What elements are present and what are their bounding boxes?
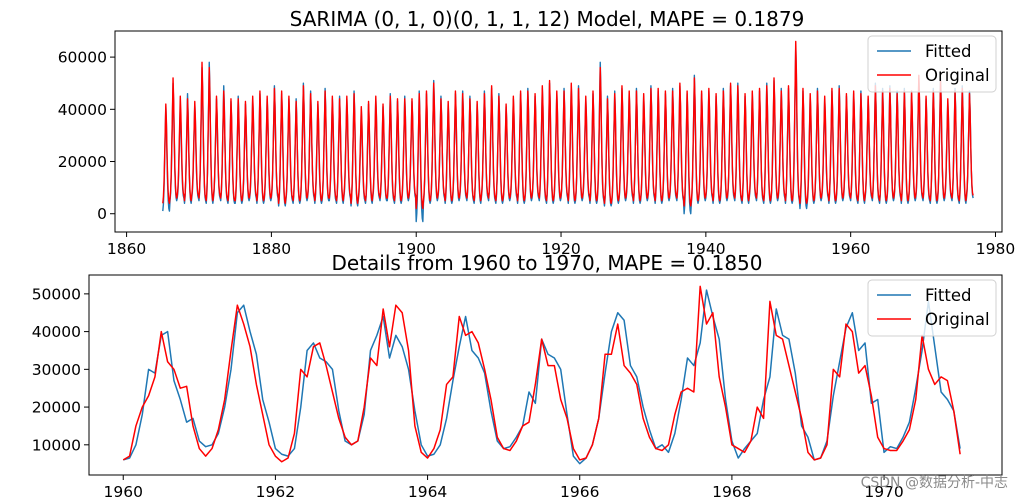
legend-original-label: Original	[925, 310, 990, 329]
y-tick-label: 0	[97, 205, 107, 223]
bottom-plot-title: Details from 1960 to 1970, MAPE = 0.1850	[332, 251, 763, 275]
x-tick-label: 1970	[864, 483, 903, 501]
bottom-plot: Details from 1960 to 1970, MAPE = 0.1850…	[32, 251, 1003, 501]
y-tick-label: 40000	[32, 323, 81, 341]
y-tick-label: 20000	[58, 153, 107, 171]
y-tick-label: 10000	[32, 436, 81, 454]
top-plot-x-ticks: 1860 1880 1900 1920 1940 1960 1980	[107, 232, 1015, 258]
y-tick-label: 60000	[58, 49, 107, 67]
y-tick-label: 20000	[32, 399, 81, 417]
x-tick-label: 1860	[107, 240, 146, 258]
x-tick-label: 1968	[712, 483, 751, 501]
bottom-plot-x-ticks: 1960 1962 1964 1966 1968 1970	[104, 475, 904, 501]
x-tick-label: 1960	[104, 483, 143, 501]
top-plot-series	[162, 40, 974, 223]
top-plot-legend: Fitted Original	[867, 35, 997, 93]
legend-box	[867, 279, 997, 337]
series-line-original	[122, 285, 961, 463]
y-tick-label: 50000	[32, 285, 81, 303]
y-tick-label: 40000	[58, 101, 107, 119]
bottom-plot-y-ticks: 10000 20000 30000 40000 50000	[32, 285, 89, 454]
x-tick-label: 1880	[252, 240, 291, 258]
x-tick-label: 1980	[976, 240, 1015, 258]
x-tick-label: 1960	[831, 240, 870, 258]
x-tick-label: 1900	[396, 240, 435, 258]
bottom-plot-series	[122, 285, 961, 465]
x-tick-label: 1964	[408, 483, 447, 501]
y-tick-label: 30000	[32, 361, 81, 379]
x-tick-label: 1940	[686, 240, 725, 258]
legend-fitted-label: Fitted	[925, 286, 971, 305]
x-tick-label: 1920	[541, 240, 580, 258]
x-tick-label: 1966	[560, 483, 599, 501]
bottom-plot-frame	[88, 274, 1003, 476]
bottom-plot-legend: Fitted Original	[867, 279, 997, 337]
legend-fitted-label: Fitted	[925, 42, 971, 61]
top-plot-frame	[114, 30, 1003, 233]
series-line-original	[162, 40, 974, 210]
top-plot-y-ticks: 0 20000 40000 60000	[58, 49, 115, 223]
x-tick-label: 1962	[256, 483, 295, 501]
watermark: CSDN @数据分析-中志	[861, 475, 1008, 491]
legend-original-label: Original	[925, 66, 990, 85]
series-line-fitted	[123, 289, 961, 465]
top-plot-title: SARIMA (0, 1, 0)(0, 1, 1, 12) Model, MAP…	[290, 7, 805, 31]
top-plot: SARIMA (0, 1, 0)(0, 1, 1, 12) Model, MAP…	[58, 7, 1016, 258]
legend-box	[867, 35, 997, 93]
